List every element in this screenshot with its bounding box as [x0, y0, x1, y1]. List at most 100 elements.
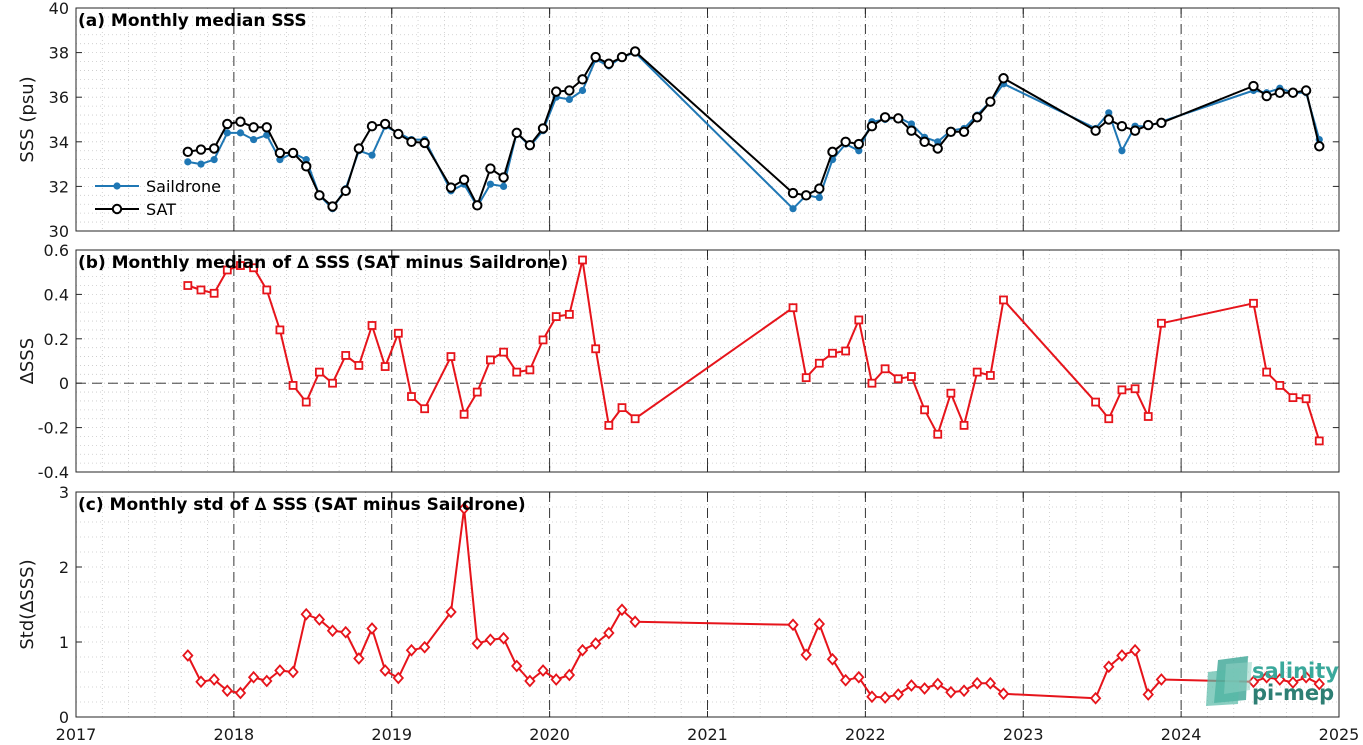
data-point [997, 687, 1010, 701]
data-point [1117, 385, 1127, 395]
data-point [301, 161, 312, 172]
data-point [288, 381, 298, 390]
data-point [1104, 414, 1114, 424]
data-point [959, 420, 969, 430]
data-point [235, 116, 246, 127]
legend-marker [113, 182, 121, 190]
grid [75, 249, 1340, 473]
y-tick-label: -0.2 [38, 419, 69, 438]
data-point [972, 112, 983, 123]
x-tick-label: 2025 [1319, 725, 1360, 744]
data-point [1103, 114, 1114, 125]
data-point [919, 136, 930, 148]
data-point [1275, 381, 1285, 390]
data-point [210, 156, 218, 164]
data-point [814, 358, 824, 368]
data-point [222, 118, 233, 130]
data-point [183, 281, 193, 290]
ticks: -0.4 -0.2 0 0.2 0.4 0.6 [38, 241, 1340, 482]
y-tick-label: 34 [49, 133, 69, 152]
data-point [565, 95, 573, 104]
data-point [486, 355, 495, 365]
logo: salinity pi-mep [1206, 656, 1339, 706]
data-point [630, 414, 640, 424]
data-point [984, 676, 997, 690]
data-point [985, 96, 996, 107]
data-point [1129, 643, 1141, 657]
data-point [236, 129, 245, 137]
y-tick-label: -0.4 [38, 463, 69, 482]
data-point [854, 315, 864, 325]
series-line [186, 507, 1320, 700]
data-point [800, 190, 812, 201]
data-point [208, 673, 220, 686]
data-point [866, 120, 878, 132]
data-point [248, 122, 259, 133]
y-tick-label: 0.6 [44, 241, 69, 260]
data-point [971, 676, 983, 690]
data-point [906, 125, 917, 136]
y-tick-label: 3 [59, 483, 69, 502]
data-point [250, 135, 258, 144]
logo-mark [1206, 656, 1252, 706]
data-point [379, 118, 391, 130]
data-point [406, 136, 417, 148]
grid [75, 7, 1340, 232]
data-point [1313, 677, 1325, 691]
data-point [471, 637, 483, 650]
data-point [262, 285, 272, 295]
data-point [1156, 318, 1166, 328]
y-axis-label: Std(∆SSS) [17, 559, 38, 649]
data-point [420, 404, 430, 414]
data-point [879, 691, 891, 704]
data-point [263, 131, 271, 139]
data-point [511, 127, 522, 139]
data-point [1143, 412, 1153, 421]
data-point [197, 160, 205, 168]
data-point [498, 172, 509, 183]
data-point [946, 388, 956, 398]
data-point [1314, 141, 1325, 152]
y-tick-label: 0 [59, 708, 69, 727]
data-point [458, 502, 470, 515]
data-point [578, 255, 587, 265]
logo-line1: salinity [1252, 659, 1339, 683]
data-point [419, 137, 430, 149]
data-point [563, 668, 576, 682]
y-tick-label: 36 [49, 88, 69, 107]
data-point [1090, 125, 1101, 136]
x-tick-label: 2023 [1003, 725, 1044, 744]
data-point [972, 367, 982, 377]
data-point [918, 682, 931, 695]
data-point [1314, 436, 1324, 446]
data-point [616, 51, 628, 63]
data-point [445, 605, 457, 619]
y-tick-label: 38 [49, 44, 69, 63]
series-sat [182, 46, 1325, 212]
data-point [182, 649, 194, 662]
data-point [222, 265, 232, 275]
data-point [276, 156, 284, 164]
data-point [839, 673, 852, 687]
data-point [1300, 670, 1312, 684]
data-point [1091, 397, 1101, 407]
data-point [393, 328, 403, 338]
data-point [604, 420, 614, 430]
data-point [827, 146, 838, 158]
data-point [366, 120, 378, 132]
data-point [287, 147, 299, 159]
data-point [813, 617, 826, 631]
data-point [418, 640, 431, 654]
data-point [893, 113, 904, 124]
data-point [195, 675, 207, 689]
legend-label: Saildrone [146, 177, 221, 196]
data-point [405, 643, 418, 657]
data-point [524, 139, 536, 151]
data-point [934, 138, 942, 146]
data-point [511, 659, 523, 673]
series-saildrone [184, 49, 1323, 213]
data-point [196, 285, 206, 295]
data-point [576, 643, 589, 657]
data-point [208, 143, 220, 154]
data-point [603, 58, 615, 69]
